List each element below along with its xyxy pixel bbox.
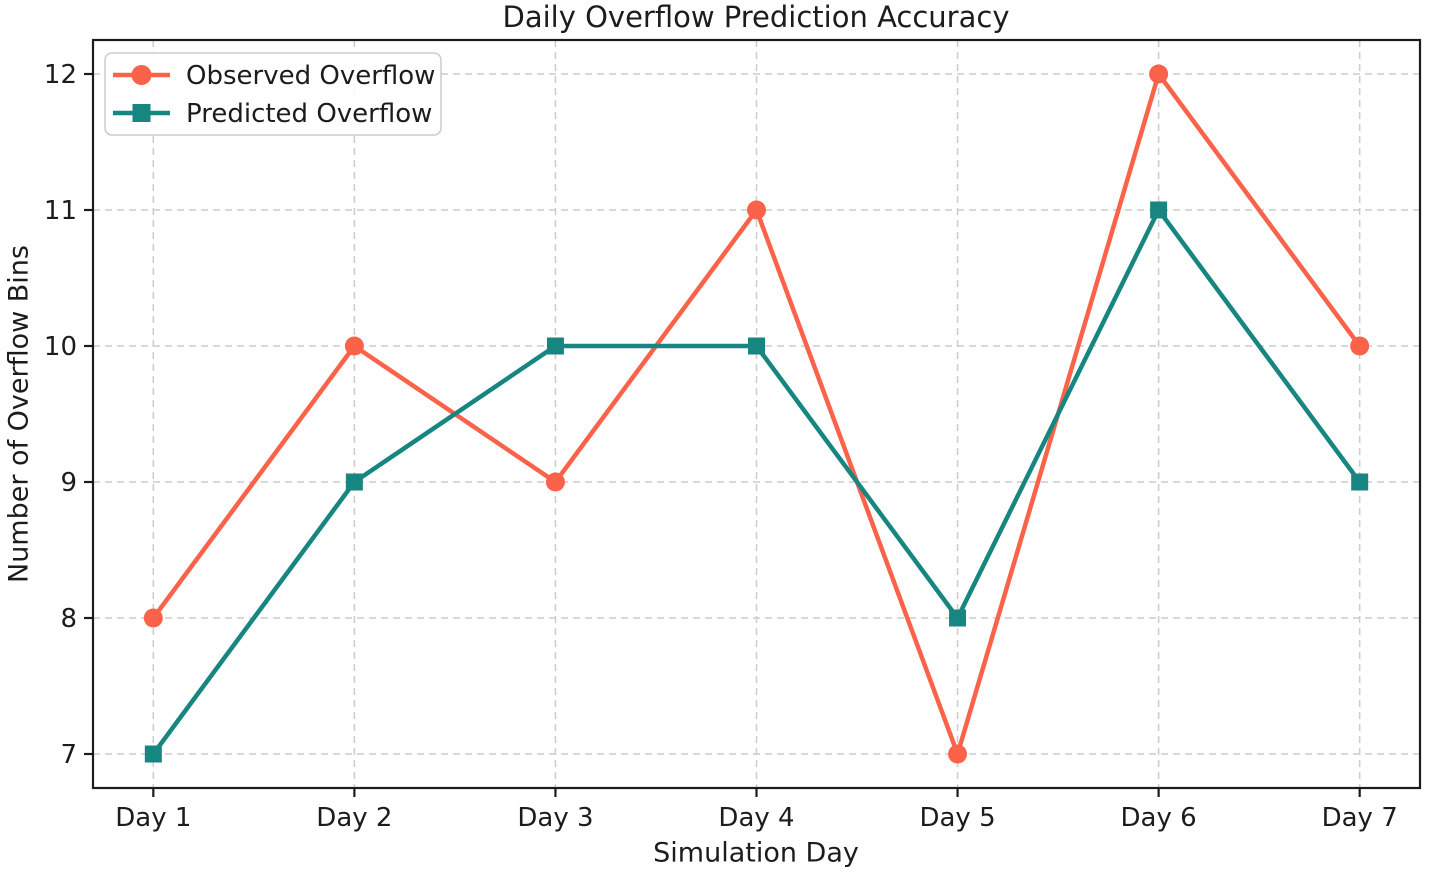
y-tick-label: 11	[44, 196, 77, 226]
chart-title: Daily Overflow Prediction Accuracy	[503, 0, 1010, 34]
data-point-square	[546, 337, 564, 355]
data-point-square	[345, 473, 363, 491]
x-tick-label: Day 1	[115, 803, 191, 833]
x-tick-label: Day 5	[919, 803, 995, 833]
data-point-square	[1351, 473, 1369, 491]
x-tick-labels: Day 1 Day 2 Day 3 Day 4 Day 5 Day 6 Day 7	[115, 803, 1398, 833]
x-tick-label: Day 2	[316, 803, 392, 833]
x-tick-label: Day 3	[517, 803, 593, 833]
y-axis-label: Number of Overflow Bins	[3, 245, 34, 583]
axis-ticks	[84, 72, 1361, 797]
data-series	[143, 64, 1370, 764]
y-tick-label: 7	[60, 740, 77, 770]
legend-label-observed: Observed Overflow	[186, 61, 435, 91]
x-tick-label: Day 6	[1121, 803, 1197, 833]
legend: Observed Overflow Predicted Overflow	[104, 52, 442, 136]
y-tick-label: 12	[44, 60, 77, 90]
legend-box	[104, 52, 442, 136]
x-tick-label: Day 7	[1322, 803, 1398, 833]
data-point-square	[949, 609, 967, 627]
y-tick-label: 10	[44, 332, 77, 362]
x-tick-label: Day 4	[718, 803, 794, 833]
x-axis-label: Simulation Day	[653, 837, 859, 868]
data-point-circle	[143, 608, 163, 628]
data-point-square	[748, 337, 765, 355]
y-tick-label: 9	[60, 468, 77, 498]
y-tick-label: 8	[60, 604, 77, 634]
data-point-circle	[1149, 64, 1169, 84]
data-point-circle	[948, 744, 968, 764]
data-point-circle	[545, 472, 565, 492]
y-tick-labels: 7 8 9 10 11 12	[44, 60, 77, 770]
data-point-square	[144, 745, 162, 763]
gridlines	[93, 40, 1420, 788]
legend-swatch-observed-circle-icon	[131, 65, 152, 85]
data-point-square	[1150, 201, 1168, 219]
data-point-circle	[747, 200, 766, 220]
data-point-circle	[1350, 336, 1370, 356]
data-point-circle	[344, 336, 364, 356]
legend-swatch-predicted-square-icon	[132, 104, 151, 122]
legend-label-predicted: Predicted Overflow	[186, 99, 432, 129]
